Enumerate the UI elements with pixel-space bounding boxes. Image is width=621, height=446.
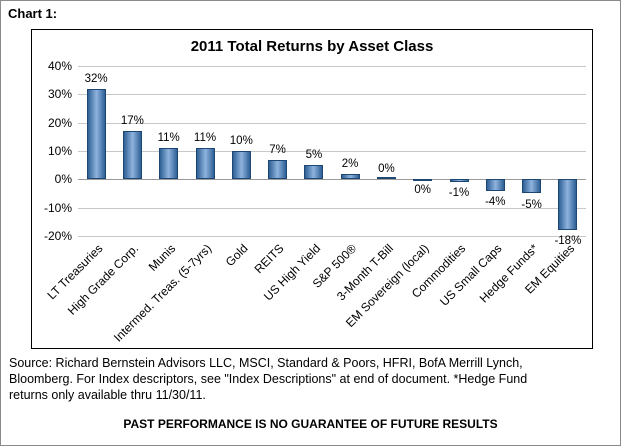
value-label: 0% bbox=[414, 184, 431, 197]
gridline bbox=[78, 122, 586, 124]
chart-bar bbox=[558, 179, 578, 231]
value-label: 32% bbox=[84, 72, 108, 85]
y-axis-label: -20% bbox=[43, 229, 72, 243]
y-axis-label: 30% bbox=[47, 87, 72, 102]
value-label: 0% bbox=[378, 163, 395, 176]
chart-bar bbox=[376, 177, 396, 180]
chart-region: 2011 Total Returns by Asset Class 40% 30%… bbox=[31, 29, 593, 349]
plot-area: 40% 30% 20% 10% 0% -10% -20% 32% LT Treasuries 17… bbox=[44, 59, 586, 345]
y-axis-label: 10% bbox=[47, 144, 72, 158]
value-label: 11% bbox=[157, 132, 180, 145]
chart-bar bbox=[86, 88, 106, 180]
gridline bbox=[78, 66, 586, 67]
y-axis-label: -10% bbox=[43, 200, 72, 215]
gridline bbox=[78, 94, 586, 96]
y-axis-label: 20% bbox=[47, 115, 72, 130]
chart-bar bbox=[413, 179, 433, 182]
x-axis-label: High Grade Corp. bbox=[65, 241, 142, 318]
value-label: -4% bbox=[485, 195, 506, 208]
y-axis-label: 0% bbox=[54, 172, 72, 187]
value-label: 5% bbox=[305, 149, 323, 162]
y-axis-label: 40% bbox=[47, 59, 72, 73]
value-label: 10% bbox=[229, 135, 253, 147]
chart-heading: Chart 1: bbox=[8, 6, 58, 21]
value-label: 11% bbox=[193, 132, 217, 145]
chart-bar bbox=[231, 151, 251, 180]
gridline bbox=[78, 236, 586, 237]
x-axis-line bbox=[78, 179, 586, 181]
chart-bar bbox=[485, 179, 505, 191]
source-note: Source: Richard Bernstein Advisors LLC, … bbox=[9, 355, 615, 403]
chart-title: 2011 Total Returns by Asset Class bbox=[190, 38, 434, 55]
source-line: returns only available thru 11/30/11. bbox=[9, 388, 206, 402]
source-line: Bloomberg. For Index descriptors, see "I… bbox=[9, 372, 528, 386]
disclaimer: PAST PERFORMANCE IS NO GUARANTEE OF FUTU… bbox=[123, 417, 498, 431]
value-label: 7% bbox=[269, 143, 286, 156]
chart-bar bbox=[522, 179, 542, 194]
chart-bar bbox=[122, 131, 142, 180]
chart-bar bbox=[449, 179, 469, 183]
value-label: -5% bbox=[521, 198, 542, 211]
chart-bar bbox=[304, 165, 324, 180]
gridline bbox=[78, 207, 586, 209]
x-axis-label: Gold bbox=[222, 241, 251, 270]
chart-bar bbox=[268, 159, 288, 180]
value-label: -1% bbox=[448, 187, 470, 200]
chart-bar bbox=[340, 173, 360, 180]
x-axis-label: Munis bbox=[145, 241, 178, 274]
gridline bbox=[78, 151, 586, 152]
source-line: Source: Richard Bernstein Advisors LLC, … bbox=[9, 356, 523, 370]
value-label: -18% bbox=[554, 235, 582, 248]
chart-bar bbox=[195, 148, 215, 180]
value-label: 17% bbox=[120, 115, 144, 128]
chart-bar bbox=[159, 148, 179, 180]
value-label: 2% bbox=[341, 157, 359, 170]
